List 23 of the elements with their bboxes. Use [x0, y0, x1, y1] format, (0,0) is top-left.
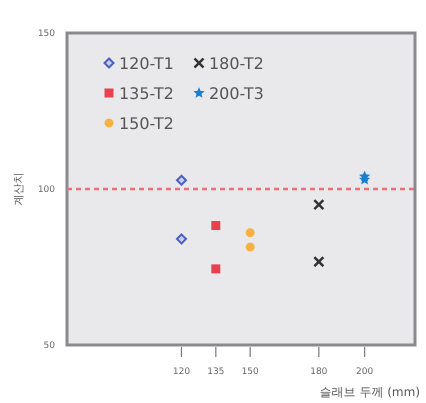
legend-label: 120-T1	[119, 54, 174, 73]
y-tick-label: 100	[38, 185, 56, 195]
x-tick-label: 120	[172, 367, 190, 377]
point	[211, 221, 220, 230]
x-tick-label: 200	[356, 367, 374, 377]
point	[176, 233, 187, 244]
point	[246, 242, 255, 252]
point	[246, 228, 255, 238]
point	[211, 264, 220, 274]
point	[313, 198, 325, 210]
y-tick-label: 50	[44, 341, 56, 351]
x-tick-label: 150	[242, 367, 260, 377]
point	[176, 174, 187, 186]
legend-label: 135-T2	[119, 84, 174, 103]
point	[313, 256, 325, 268]
x-tick-label: 135	[207, 367, 224, 377]
x-tick-label: 180	[310, 367, 328, 377]
legend-label: 180-T2	[209, 54, 264, 73]
legend-label: 150-T2	[119, 114, 174, 133]
y-axis-title: 계산치	[12, 172, 25, 206]
legend-label: 200-T3	[209, 84, 264, 103]
y-tick-label: 150	[38, 29, 56, 39]
x-axis-title: 슬래브 두께 (mm)	[320, 385, 420, 399]
